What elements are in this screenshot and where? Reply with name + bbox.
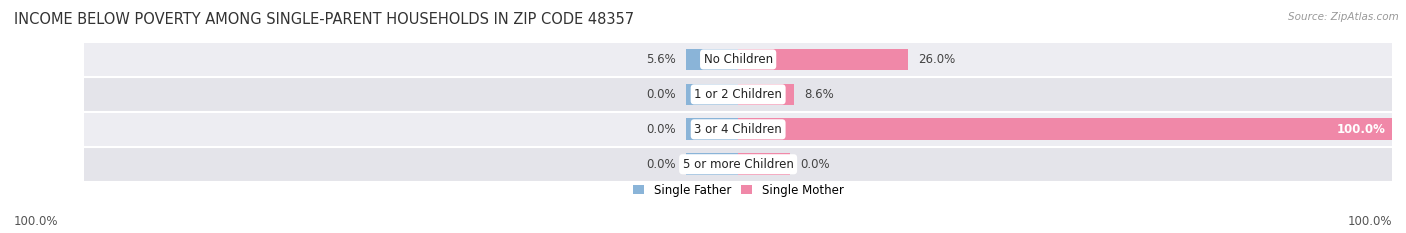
Text: 26.0%: 26.0% — [918, 53, 955, 66]
Bar — [738, 153, 790, 175]
Bar — [738, 49, 908, 70]
Text: 0.0%: 0.0% — [647, 88, 676, 101]
Bar — [686, 49, 738, 70]
Text: 5.6%: 5.6% — [647, 53, 676, 66]
Text: 100.0%: 100.0% — [1337, 123, 1385, 136]
Bar — [84, 77, 1392, 112]
Bar — [738, 83, 794, 105]
Text: 0.0%: 0.0% — [800, 158, 830, 171]
Text: 3 or 4 Children: 3 or 4 Children — [695, 123, 782, 136]
Text: INCOME BELOW POVERTY AMONG SINGLE-PARENT HOUSEHOLDS IN ZIP CODE 48357: INCOME BELOW POVERTY AMONG SINGLE-PARENT… — [14, 12, 634, 27]
Text: 0.0%: 0.0% — [647, 158, 676, 171]
Bar — [84, 112, 1392, 147]
Text: 100.0%: 100.0% — [14, 215, 59, 228]
Text: 100.0%: 100.0% — [1347, 215, 1392, 228]
Bar — [738, 118, 1392, 140]
Text: 1 or 2 Children: 1 or 2 Children — [695, 88, 782, 101]
Bar — [686, 83, 738, 105]
Text: 0.0%: 0.0% — [647, 123, 676, 136]
Bar — [686, 118, 738, 140]
Text: No Children: No Children — [703, 53, 773, 66]
Legend: Single Father, Single Mother: Single Father, Single Mother — [633, 184, 844, 197]
Text: 8.6%: 8.6% — [804, 88, 834, 101]
Text: Source: ZipAtlas.com: Source: ZipAtlas.com — [1288, 12, 1399, 22]
Bar — [686, 153, 738, 175]
Bar — [84, 42, 1392, 77]
Text: 5 or more Children: 5 or more Children — [683, 158, 793, 171]
Bar — [84, 147, 1392, 182]
